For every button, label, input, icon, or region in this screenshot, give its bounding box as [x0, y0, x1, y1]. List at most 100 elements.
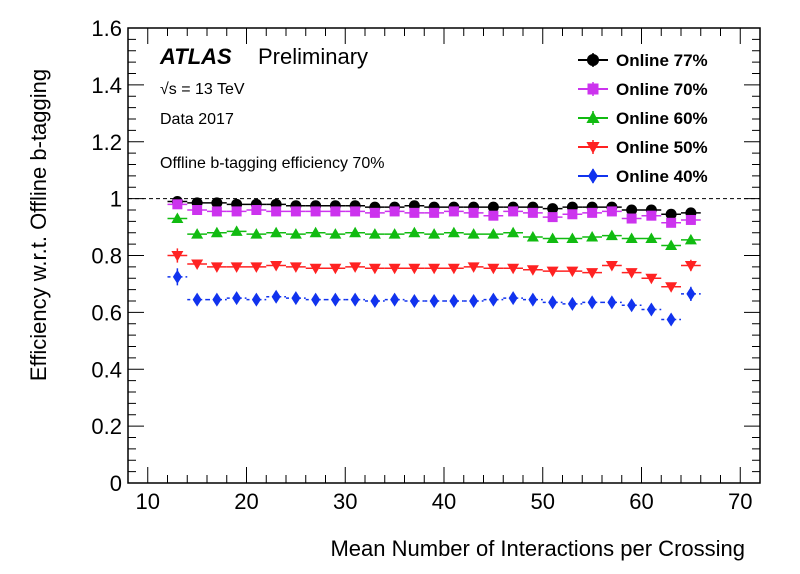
- data-point: [329, 228, 342, 239]
- data-point: [587, 207, 598, 218]
- data-point: [368, 228, 381, 239]
- data-point: [350, 206, 361, 217]
- data-point: [645, 273, 658, 285]
- x-tick-label: 70: [728, 489, 752, 514]
- legend-label: Online 70%: [616, 80, 708, 99]
- y-tick-label: 1.6: [91, 16, 122, 41]
- data-point: [467, 262, 480, 273]
- axes-layer: 0 0.2 0.4 0.6 0.8 1 1.2 1.4 1.6 10 20 30 40 50 60 70: [91, 16, 761, 514]
- data-point: [528, 292, 538, 307]
- data-point: [508, 206, 519, 217]
- y-tick-label: 0.6: [91, 300, 122, 325]
- data-point: [567, 209, 578, 220]
- data-point: [566, 266, 579, 278]
- data-point: [508, 291, 518, 306]
- data-point: [606, 206, 617, 217]
- data-point: [626, 204, 638, 216]
- data-point: [210, 226, 223, 238]
- legend-marker: [586, 142, 600, 154]
- data-point: [349, 226, 362, 238]
- data-point: [311, 292, 321, 307]
- data-point: [329, 263, 342, 275]
- x-axis-title: Mean Number of Interactions per Crossing: [330, 536, 745, 561]
- data-point: [488, 210, 499, 221]
- x-tick-label: 50: [531, 489, 555, 514]
- series-online-40-: [167, 268, 701, 327]
- data-point: [330, 206, 341, 217]
- y-tick-label: 0.4: [91, 357, 122, 382]
- legend-marker: [588, 168, 598, 184]
- data-point: [625, 268, 638, 279]
- data-point: [289, 262, 302, 273]
- data-point: [388, 228, 401, 239]
- x-tick-label: 60: [629, 489, 653, 514]
- data-point: [448, 206, 459, 217]
- data-point: [211, 206, 222, 217]
- x-tick-label: 40: [432, 489, 456, 514]
- data-point: [250, 228, 263, 239]
- data-point: [429, 294, 439, 308]
- data-layer: [128, 195, 760, 327]
- data-point: [605, 260, 618, 272]
- series-online-60-: [167, 212, 701, 251]
- x-tick-label: 30: [333, 489, 357, 514]
- data-point: [646, 302, 656, 317]
- data-point: [605, 229, 618, 241]
- data-point: [467, 228, 480, 239]
- data-point: [290, 206, 301, 217]
- data-point: [428, 228, 441, 239]
- data-point: [665, 239, 678, 251]
- data-point: [607, 295, 617, 310]
- data-point: [507, 226, 520, 238]
- data-point: [487, 201, 499, 213]
- legend-marker: [586, 111, 600, 123]
- data-point: [449, 294, 459, 308]
- data-point: [665, 282, 678, 293]
- data-point: [546, 232, 559, 243]
- data-point: [408, 226, 421, 238]
- data-point: [192, 292, 202, 307]
- data-point: [566, 232, 579, 243]
- data-point: [210, 262, 223, 273]
- data-point: [686, 286, 696, 301]
- data-point: [192, 205, 203, 215]
- data-point: [468, 207, 479, 218]
- data-point: [625, 232, 638, 243]
- x-tick-label: 10: [136, 489, 160, 514]
- data-point: [191, 228, 204, 239]
- y-tick-label: 1.2: [91, 130, 122, 155]
- data-point: [684, 260, 697, 272]
- data-point: [665, 208, 677, 220]
- data-point: [251, 205, 262, 215]
- data-point: [666, 217, 677, 228]
- data-point: [289, 228, 302, 239]
- data-point: [586, 268, 599, 279]
- data-point: [310, 206, 321, 217]
- data-point: [645, 232, 658, 243]
- y-tick-label: 1: [110, 187, 122, 212]
- data-point: [526, 231, 539, 242]
- y-tick-label: 1.4: [91, 73, 122, 98]
- data-point: [587, 295, 597, 310]
- data-point: [507, 263, 520, 275]
- data-point: [428, 263, 441, 275]
- data-point: [409, 294, 419, 308]
- data-point: [230, 225, 243, 236]
- data-point: [171, 212, 184, 224]
- data-point: [388, 263, 401, 275]
- y-tick-label: 0: [110, 471, 122, 496]
- data-point: [172, 199, 183, 210]
- data-point: [270, 260, 283, 272]
- legend-label: Online 60%: [616, 109, 708, 128]
- data-point: [389, 206, 400, 217]
- data-point: [546, 266, 559, 278]
- data-point: [291, 291, 301, 306]
- data-point: [547, 203, 559, 215]
- data-point: [212, 292, 222, 307]
- legend: Online 77% Online 70% Online 60% Online 50%…: [578, 51, 708, 186]
- y-axis-title: Efficiency w.r.t. Offline b-tagging: [26, 69, 51, 381]
- data-point: [527, 207, 538, 218]
- data-point: [408, 263, 421, 275]
- data-point: [390, 292, 400, 307]
